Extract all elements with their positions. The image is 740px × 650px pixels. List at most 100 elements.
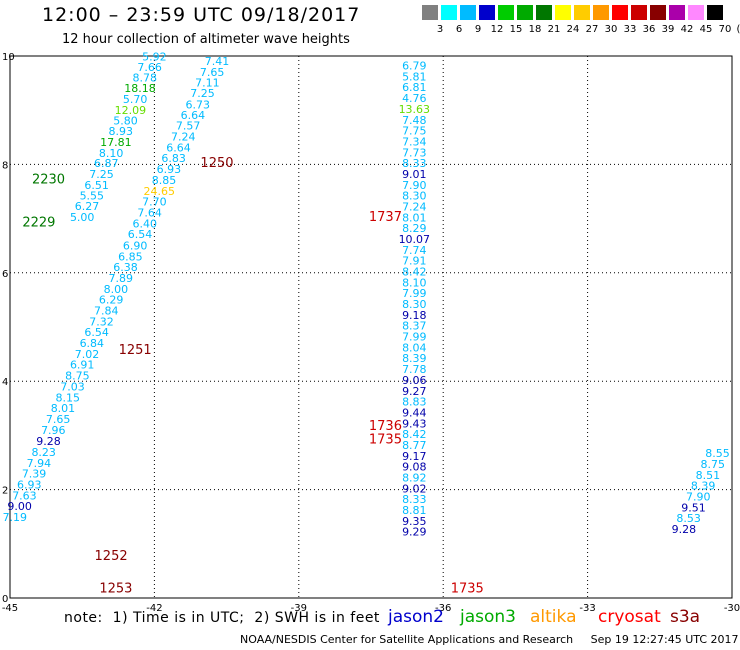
swh-value: 6.79 xyxy=(402,60,427,73)
swh-value: 8.85 xyxy=(152,174,177,187)
swh-value: 24.65 xyxy=(143,185,175,198)
swh-value: 6.29 xyxy=(99,294,124,307)
swh-value: 7.65 xyxy=(46,413,71,426)
swh-value: 8.42 xyxy=(402,266,427,279)
pass-time-label: 2230 xyxy=(32,172,65,187)
swh-value: 7.70 xyxy=(142,196,167,209)
swh-value: 8.92 xyxy=(402,471,427,484)
swh-value: 9.28 xyxy=(672,523,697,536)
lon-tick-label: -30 xyxy=(724,603,740,614)
swh-value: 7.48 xyxy=(402,114,427,127)
scale-label: 12 xyxy=(490,24,504,35)
swh-value: 9.29 xyxy=(402,526,427,539)
swh-value: 6.73 xyxy=(185,99,210,112)
swh-value: 8.93 xyxy=(108,125,133,138)
swh-value: 8.39 xyxy=(402,352,427,365)
swh-value: 7.34 xyxy=(402,135,427,148)
swh-value: 7.90 xyxy=(402,179,427,192)
swh-value: 17.81 xyxy=(100,136,132,149)
swh-value: 9.08 xyxy=(402,461,427,474)
swh-value: 6.51 xyxy=(84,179,109,192)
swh-value: 6.83 xyxy=(161,152,186,165)
swh-value: 7.74 xyxy=(402,244,427,257)
swh-value: 6.84 xyxy=(80,337,105,350)
swh-value: 7.90 xyxy=(686,490,711,503)
scale-swatch xyxy=(688,5,704,20)
swh-value: 8.53 xyxy=(676,512,701,525)
swh-value: 4.76 xyxy=(402,92,427,105)
swh-value: 9.02 xyxy=(402,482,427,495)
swh-value: 8.37 xyxy=(402,320,427,333)
swh-value: 12.09 xyxy=(115,104,147,117)
lon-tick-label: -42 xyxy=(146,603,162,614)
scale-label: 21 xyxy=(547,24,561,35)
swh-value: 7.65 xyxy=(200,66,225,79)
scale-swatch xyxy=(574,5,590,20)
swh-value: 6.90 xyxy=(123,239,148,252)
swh-value: 7.99 xyxy=(402,331,427,344)
scale-label: 30 xyxy=(604,24,618,35)
swh-value: 8.42 xyxy=(402,428,427,441)
scale-label: 6 xyxy=(455,24,463,35)
swh-value: 6.54 xyxy=(84,326,109,339)
scale-swatch xyxy=(536,5,552,20)
lon-tick-label: -45 xyxy=(2,603,18,614)
lat-tick-label: 2 xyxy=(2,486,8,497)
swh-value: 8.55 xyxy=(705,447,730,460)
satellite-legend-s3a: s3a xyxy=(670,607,701,627)
swh-value: 7.84 xyxy=(94,305,119,318)
swh-value: 7.41 xyxy=(205,55,230,68)
swh-value: 8.81 xyxy=(402,504,427,517)
swh-value: 7.02 xyxy=(75,348,100,361)
swh-value: 6.93 xyxy=(157,163,182,176)
satellite-legend-cryosat: cryosat xyxy=(598,607,661,627)
swh-value: 8.78 xyxy=(133,71,158,84)
swh-value: 8.75 xyxy=(65,370,90,383)
swh-value: 8.33 xyxy=(402,157,427,170)
scale-label: 24 xyxy=(566,24,580,35)
swh-value: 8.04 xyxy=(402,341,427,354)
scale-label: 9 xyxy=(474,24,482,35)
scale-swatch xyxy=(498,5,514,20)
scale-label: 3 xyxy=(436,24,444,35)
swh-value: 7.57 xyxy=(176,120,201,133)
swh-value: 8.77 xyxy=(402,439,427,452)
map-title: 12:00 – 23:59 UTC 09/18/2017 xyxy=(42,4,361,26)
swh-value: 7.96 xyxy=(41,424,66,437)
swh-value: 7.78 xyxy=(402,363,427,376)
swh-value: 8.75 xyxy=(700,458,725,471)
scale-label: 39 xyxy=(661,24,675,35)
swh-value: 9.06 xyxy=(402,374,427,387)
pass-time-label: 1253 xyxy=(99,582,132,597)
swh-value: 8.39 xyxy=(691,480,716,493)
swh-value: 8.10 xyxy=(99,147,124,160)
swh-value: 7.25 xyxy=(89,168,114,181)
swh-value: 9.18 xyxy=(402,309,427,322)
map-subtitle: 12 hour collection of altimeter wave hei… xyxy=(62,32,350,47)
scale-swatch xyxy=(555,5,571,20)
scale-label: 33 xyxy=(623,24,637,35)
lat-tick-label: 6 xyxy=(2,269,8,280)
scale-swatch xyxy=(441,5,457,20)
swh-value: 7.63 xyxy=(12,489,37,502)
lat-tick-label: 10 xyxy=(2,52,15,63)
swh-value: 7.24 xyxy=(402,200,427,213)
satellite-legend-jason3: jason3 xyxy=(460,607,516,627)
swh-value: 8.01 xyxy=(402,211,427,224)
swh-value: 6.27 xyxy=(75,200,100,213)
swh-value: 6.64 xyxy=(181,109,206,122)
swh-value: 5.55 xyxy=(80,190,105,203)
swh-value: 7.24 xyxy=(171,131,196,144)
swh-value: 6.54 xyxy=(128,228,153,241)
scale-swatch xyxy=(422,5,438,20)
scale-swatch xyxy=(631,5,647,20)
lat-tick-label: 4 xyxy=(2,377,8,388)
swh-value: 9.00 xyxy=(7,500,32,513)
swh-value: 9.01 xyxy=(402,168,427,181)
swh-value: 7.39 xyxy=(22,468,47,481)
scale-swatch xyxy=(650,5,666,20)
swh-value: 8.30 xyxy=(402,298,427,311)
swh-value: 9.51 xyxy=(681,501,706,514)
swh-value: 8.33 xyxy=(402,493,427,506)
swh-value: 8.15 xyxy=(56,391,81,404)
